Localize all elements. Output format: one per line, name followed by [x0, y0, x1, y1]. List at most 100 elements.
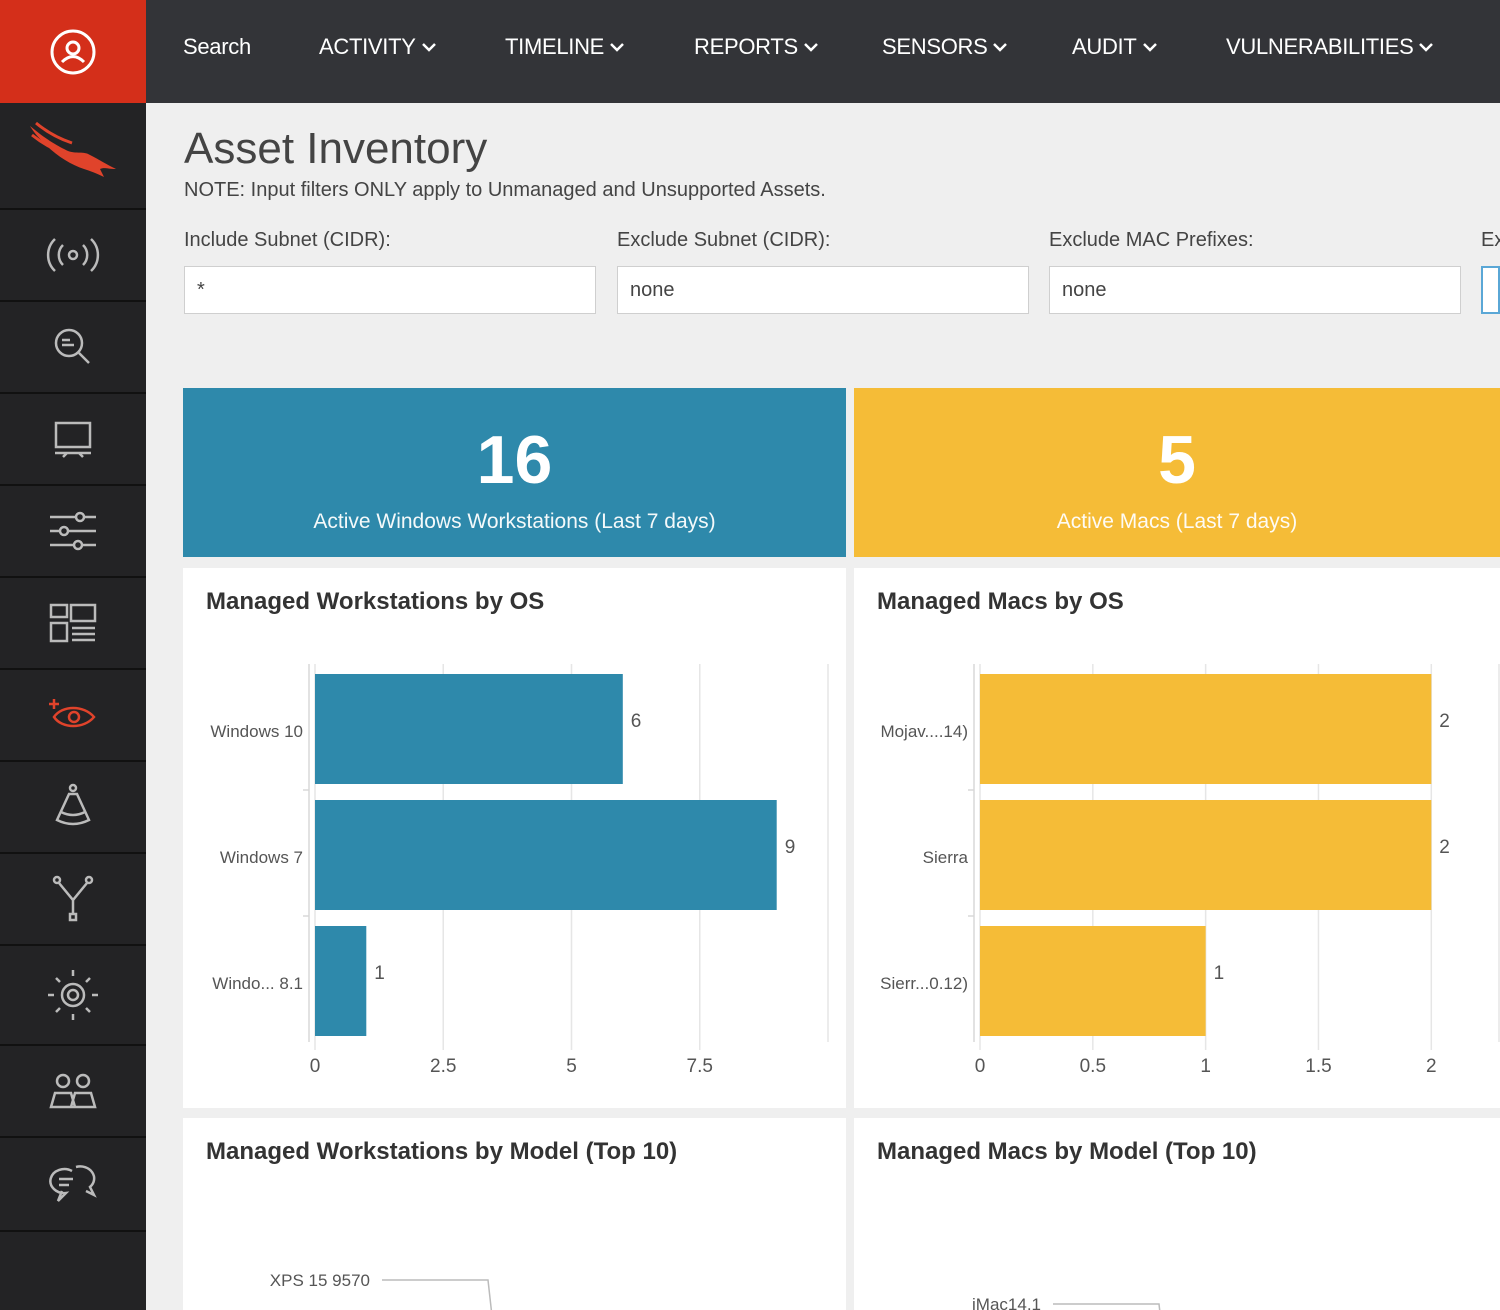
macs-os-x-tick-label: 2	[1426, 1056, 1437, 1077]
sidebar-item-discover[interactable]	[0, 670, 146, 762]
exclude-subnet-label: Exclude Subnet (CIDR):	[617, 229, 831, 251]
chevron-down-icon	[610, 43, 624, 52]
chevron-down-icon	[1419, 43, 1434, 52]
macs-os-x-tick-label: 0	[975, 1056, 986, 1077]
page-note: NOTE: Input filters ONLY apply to Unmana…	[184, 179, 826, 201]
card-macs-by-os: Managed Macs by OS 0 0.5 1 1.5 2 2 Mojav....14…	[854, 568, 1500, 1108]
broadcast-icon	[46, 238, 100, 272]
chart-macs-by-os: 0 0.5 1 1.5 2 2 Mojav....14) 2 Sierra 1 Sierr...0.…	[880, 664, 1500, 1077]
stat-active-macs-value: 5	[1158, 422, 1196, 498]
workstations-os-x-tick-label: 7.5	[687, 1056, 713, 1077]
workstations-model-leader-line	[382, 1279, 493, 1310]
sidebar-item-configuration[interactable]	[0, 486, 146, 578]
chevron-down-icon	[1142, 43, 1157, 52]
sidebar	[0, 0, 146, 1310]
account-button[interactable]	[0, 0, 146, 103]
stat-active-macs[interactable]: 5 Active Macs (Last 7 days)	[854, 388, 1500, 557]
page-title: Asset Inventory	[184, 124, 488, 173]
nav-audit-label: AUDIT	[1072, 34, 1137, 59]
exclude-mac-prefixes-label: Exclude MAC Prefixes:	[1049, 229, 1254, 251]
sidebar-item-hosts[interactable]	[0, 394, 146, 486]
branch-icon	[52, 875, 94, 922]
nav-timeline-label: TIMELINE	[505, 34, 605, 59]
stat-active-windows-value: 16	[476, 422, 553, 498]
macs-os-data-label: 2	[1439, 711, 1450, 732]
chevron-down-icon	[993, 43, 1008, 52]
nav-timeline[interactable]: TIMELINE	[505, 34, 626, 60]
macs-os-bar	[980, 800, 1432, 910]
stat-active-windows[interactable]: 16 Active Windows Workstations (Last 7 d…	[183, 388, 846, 557]
nav-search-label: Search	[183, 34, 251, 59]
exclude-subnet-input[interactable]	[617, 266, 1029, 314]
card-workstations-by-os: Managed Workstations by OS 0 2.5 5 7.5 6 Wind…	[183, 568, 846, 1108]
card-workstations-by-model: Managed Workstations by Model (Top 10) X…	[183, 1118, 846, 1310]
sidebar-item-users[interactable]	[0, 1046, 146, 1138]
card-workstations-by-os-title: Managed Workstations by OS	[206, 588, 545, 615]
chevron-down-icon	[421, 43, 436, 52]
target-radar-icon	[48, 970, 98, 1020]
card-macs-by-os-title: Managed Macs by OS	[877, 588, 1124, 615]
macs-os-category-label: Sierra	[923, 848, 969, 867]
chart-workstations-by-model: XPS 15 9570	[270, 1271, 493, 1310]
nav-activity-label: ACTIVITY	[319, 34, 416, 59]
macs-os-x-tick-label: 1	[1200, 1056, 1211, 1077]
nav-search[interactable]: Search	[183, 34, 251, 60]
macs-os-bar	[980, 674, 1432, 784]
macs-model-category-label: iMac14,1	[972, 1295, 1041, 1310]
nav-activity[interactable]: ACTIVITY	[319, 34, 438, 60]
nav-vulnerabilities-label: VULNERABILITIES	[1226, 34, 1414, 59]
dashboard-layout-icon	[49, 603, 97, 643]
macs-os-x-tick-label: 1.5	[1305, 1056, 1331, 1077]
workstations-os-x-tick-label: 0	[310, 1056, 321, 1077]
include-subnet-label: Include Subnet (CIDR):	[184, 229, 391, 251]
nav-sensors[interactable]: SENSORS	[882, 34, 1009, 60]
nav-reports[interactable]: REPORTS	[694, 34, 820, 60]
workstations-os-category-label: Windows 7	[220, 848, 303, 867]
macs-model-leader-line	[1053, 1303, 1161, 1310]
workstations-os-x-tick-label: 2.5	[430, 1056, 456, 1077]
stat-active-windows-label: Active Windows Workstations (Last 7 days…	[313, 510, 716, 533]
chart-workstations-by-os: 0 2.5 5 7.5 6 Windows 10 9 Windows 7 1 Windo... 8…	[210, 664, 829, 1077]
sliders-icon	[50, 511, 96, 551]
flask-icon	[55, 783, 91, 826]
users-icon	[49, 1073, 97, 1109]
sidebar-item-workflows[interactable]	[0, 854, 146, 946]
workstations-os-data-label: 9	[785, 837, 796, 858]
falcon-logo[interactable]	[0, 103, 146, 210]
chat-support-icon	[49, 1165, 97, 1202]
nav-audit[interactable]: AUDIT	[1072, 34, 1159, 60]
workstations-os-category-label: Windows 10	[210, 722, 303, 741]
nav-sensors-label: SENSORS	[882, 34, 988, 59]
sidebar-item-spotlight[interactable]	[0, 762, 146, 854]
search-events-icon	[54, 328, 90, 364]
eye-insight-icon	[49, 699, 96, 728]
stat-active-macs-label: Active Macs (Last 7 days)	[1056, 510, 1298, 533]
workstations-os-data-label: 6	[631, 711, 642, 732]
macs-os-bar	[980, 926, 1206, 1036]
card-macs-by-model: Managed Macs by Model (Top 10) iMac14,1	[854, 1118, 1500, 1310]
macs-os-x-tick-label: 0.5	[1080, 1056, 1106, 1077]
sidebar-item-support[interactable]	[0, 1138, 146, 1232]
truncated-filter-label: Ex	[1481, 229, 1500, 251]
chart-macs-by-model: iMac14,1	[972, 1295, 1161, 1310]
workstations-os-category-label: Windo... 8.1	[212, 974, 303, 993]
nav-reports-label: REPORTS	[694, 34, 798, 59]
sidebar-item-investigate[interactable]	[0, 302, 146, 394]
include-subnet-input[interactable]	[184, 266, 596, 314]
macs-os-category-label: Mojav....14)	[880, 722, 968, 741]
sidebar-item-intelligence[interactable]	[0, 946, 146, 1046]
nav-vulnerabilities[interactable]: VULNERABILITIES	[1226, 34, 1435, 60]
workstations-os-x-tick-label: 5	[566, 1056, 577, 1077]
top-navigation: Search ACTIVITY TIMELINE REPORTS SENSORS…	[146, 0, 1500, 103]
monitor-icon	[54, 421, 92, 458]
truncated-filter-input[interactable]	[1481, 266, 1500, 314]
workstations-model-category-label: XPS 15 9570	[270, 1271, 370, 1290]
chevron-down-icon	[803, 43, 818, 52]
workstations-os-bar	[315, 800, 777, 910]
sidebar-item-activity[interactable]	[0, 210, 146, 302]
exclude-mac-prefixes-input[interactable]	[1049, 266, 1461, 314]
sidebar-item-dashboards[interactable]	[0, 578, 146, 670]
card-macs-by-model-title: Managed Macs by Model (Top 10)	[877, 1138, 1257, 1165]
macs-os-category-label: Sierr...0.12)	[880, 974, 968, 993]
falcon-logo-icon	[30, 121, 116, 177]
